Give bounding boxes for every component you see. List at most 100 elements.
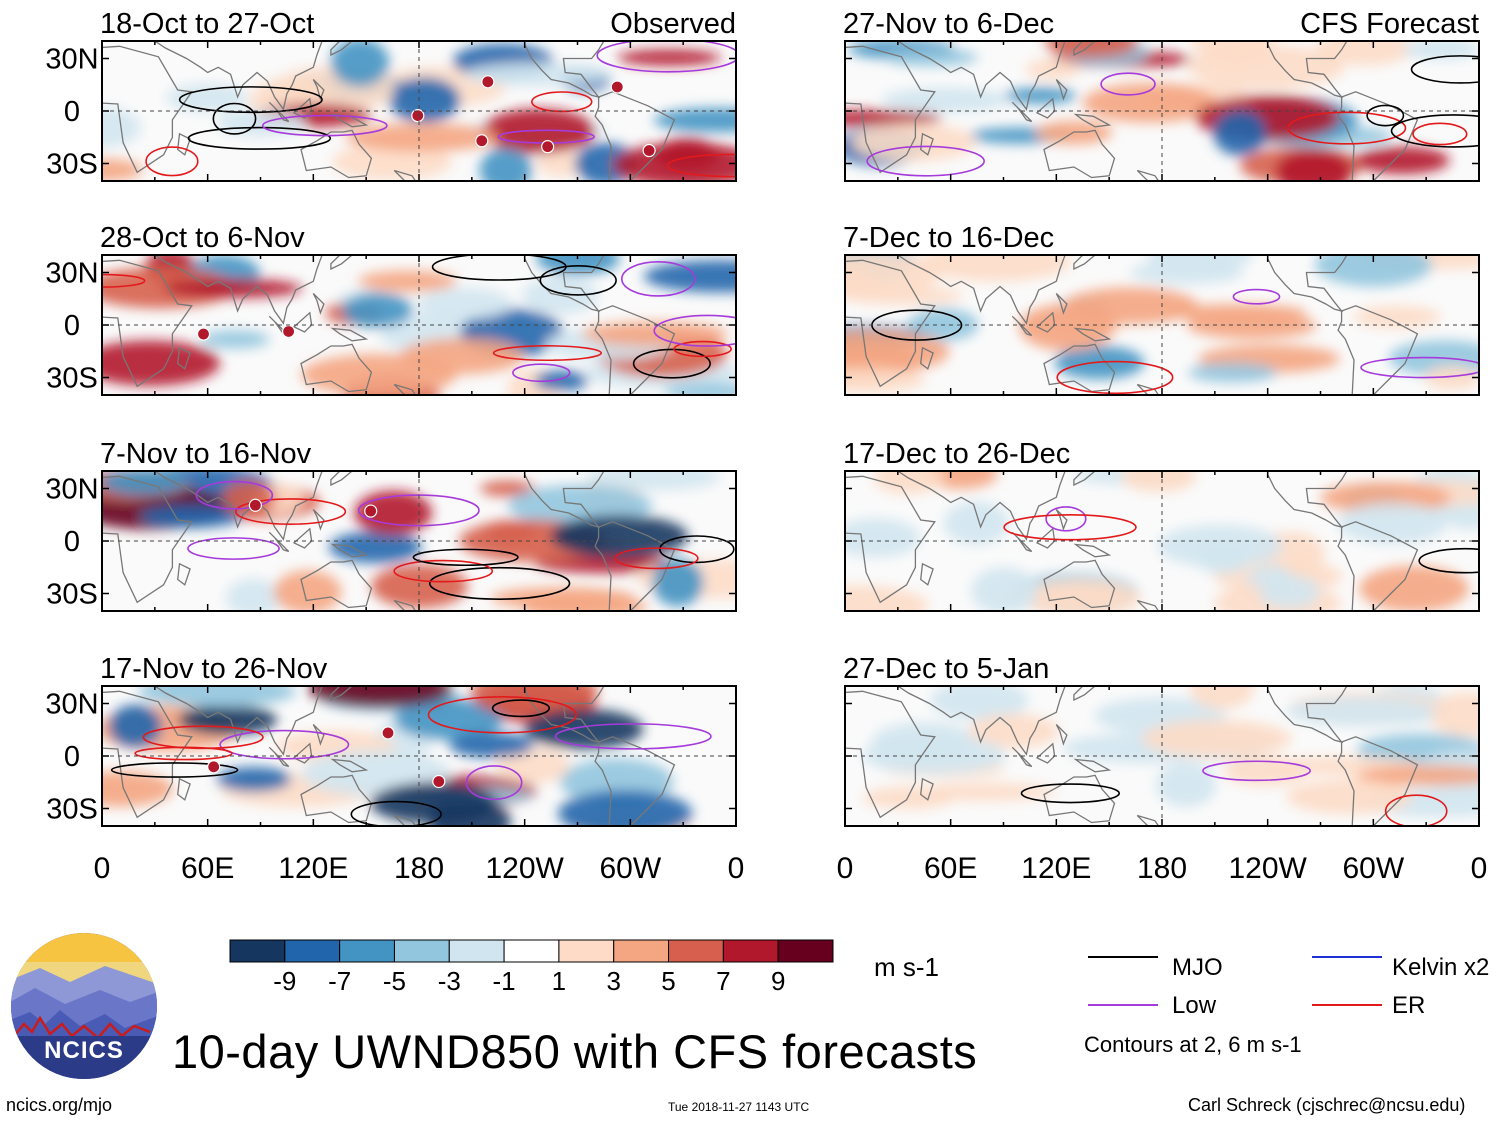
anomaly-blob [332, 143, 453, 180]
footer-url[interactable]: ncics.org/mjo [6, 1095, 113, 1115]
coastline [524, 471, 605, 529]
anomaly-blob [930, 686, 1029, 721]
coastline [1055, 79, 1068, 101]
storm-marker [610, 80, 624, 94]
y-tick-label: 30S [46, 794, 98, 826]
coastline [312, 79, 325, 101]
coastline [845, 259, 936, 388]
x-tick-label: 60E [924, 852, 977, 885]
contour-line [1056, 360, 1174, 395]
coastline [1011, 531, 1033, 553]
storm-marker [481, 75, 495, 89]
coastline [1055, 293, 1068, 315]
anomaly-blob [1286, 779, 1413, 815]
anomaly-blob [873, 471, 944, 495]
x-tick-label: 0 [1471, 852, 1488, 885]
contour-line [1202, 760, 1311, 782]
contour-line [1232, 288, 1281, 305]
coastline [312, 293, 325, 315]
anomaly-blob [388, 77, 461, 123]
anomaly-blob [920, 255, 1072, 282]
ncics-logo[interactable]: NCICS [10, 932, 158, 1080]
y-tick-label: 30S [46, 149, 98, 181]
anomaly-blob [1337, 502, 1449, 545]
anomaly-blob [1187, 44, 1345, 90]
anomaly-blob [216, 109, 306, 137]
contour-line [412, 548, 519, 567]
anomaly-blob [1285, 696, 1436, 727]
colorbar-swatch [448, 939, 505, 963]
anomaly-blob [1155, 762, 1217, 808]
anomaly-blob [550, 515, 689, 558]
anomaly-blob [329, 531, 422, 564]
colorbar-label: 7 [716, 966, 730, 996]
anomaly-blob [164, 278, 303, 299]
x-tick-label: 120W [1228, 852, 1307, 885]
coastline [102, 259, 193, 388]
panel-7: 17-Dec to 26-Dec [843, 438, 1480, 612]
contour-line [1410, 55, 1479, 84]
y-tick-label: 0 [64, 526, 80, 558]
coastline [393, 169, 417, 181]
contour-line [1390, 114, 1479, 148]
anomaly-blob [1358, 765, 1479, 786]
anomaly-blob [178, 704, 278, 735]
contour-line [219, 729, 350, 760]
coastline [1337, 521, 1419, 611]
colorbar-label: -7 [328, 966, 351, 996]
coastline [393, 383, 417, 395]
anomaly-blob [1354, 146, 1450, 175]
anomaly-blob [479, 147, 532, 181]
x-tick-label: 60E [181, 852, 234, 885]
colorbar-swatch [777, 939, 834, 963]
contour-line [653, 314, 736, 347]
anomaly-blob [1428, 692, 1479, 737]
anomaly-blob [970, 567, 1038, 611]
coastline [1073, 543, 1112, 558]
anomaly-blob [1188, 362, 1277, 383]
storm-marker [381, 726, 395, 740]
contour-line [614, 547, 699, 570]
anomaly-blob [845, 368, 926, 393]
coastline [845, 475, 936, 604]
footer-credit: Carl Schreck (cjschrec@ncsu.edu) [1188, 1095, 1466, 1115]
anomaly-blob [200, 330, 270, 349]
coastline [594, 736, 676, 826]
anomaly-blob [1359, 565, 1469, 611]
units-label: m s-1 [874, 952, 939, 982]
storm-marker [364, 504, 378, 518]
coastline [1073, 327, 1112, 342]
coastline [524, 255, 605, 313]
coastline [845, 45, 936, 174]
contour-line [427, 696, 577, 734]
coastline [1267, 255, 1348, 313]
coastline [920, 562, 934, 586]
coastline [177, 132, 191, 156]
colorbar-label: -1 [493, 966, 516, 996]
contour-line [428, 566, 571, 600]
storm-marker [475, 134, 489, 148]
anomaly-blob [108, 704, 162, 748]
coastline [845, 690, 936, 819]
anomaly-blob [137, 686, 296, 708]
x-tick-label: 120W [485, 852, 564, 885]
anomaly-blob [862, 786, 955, 810]
legend-er-line [1312, 1004, 1382, 1006]
anomaly-blob [1315, 41, 1415, 66]
anomaly-blob [652, 558, 704, 607]
anomaly-blob [862, 735, 1007, 775]
footer-timestamp: Tue 2018-11-27 1143 UTC [668, 1100, 810, 1114]
coastline [268, 101, 290, 123]
coastline [102, 690, 193, 819]
coastline [330, 41, 354, 57]
legend-low-label: Low [1172, 992, 1217, 1019]
anomaly-blob [1353, 305, 1441, 329]
legend-mjo-label: MJO [1172, 954, 1223, 981]
coastline [1337, 736, 1419, 826]
coastline [1267, 471, 1348, 529]
colorbar-swatch [613, 939, 670, 963]
coastline [300, 559, 373, 609]
ncics-logo-graphic [11, 933, 157, 1079]
colorbar-label: -9 [273, 966, 296, 996]
